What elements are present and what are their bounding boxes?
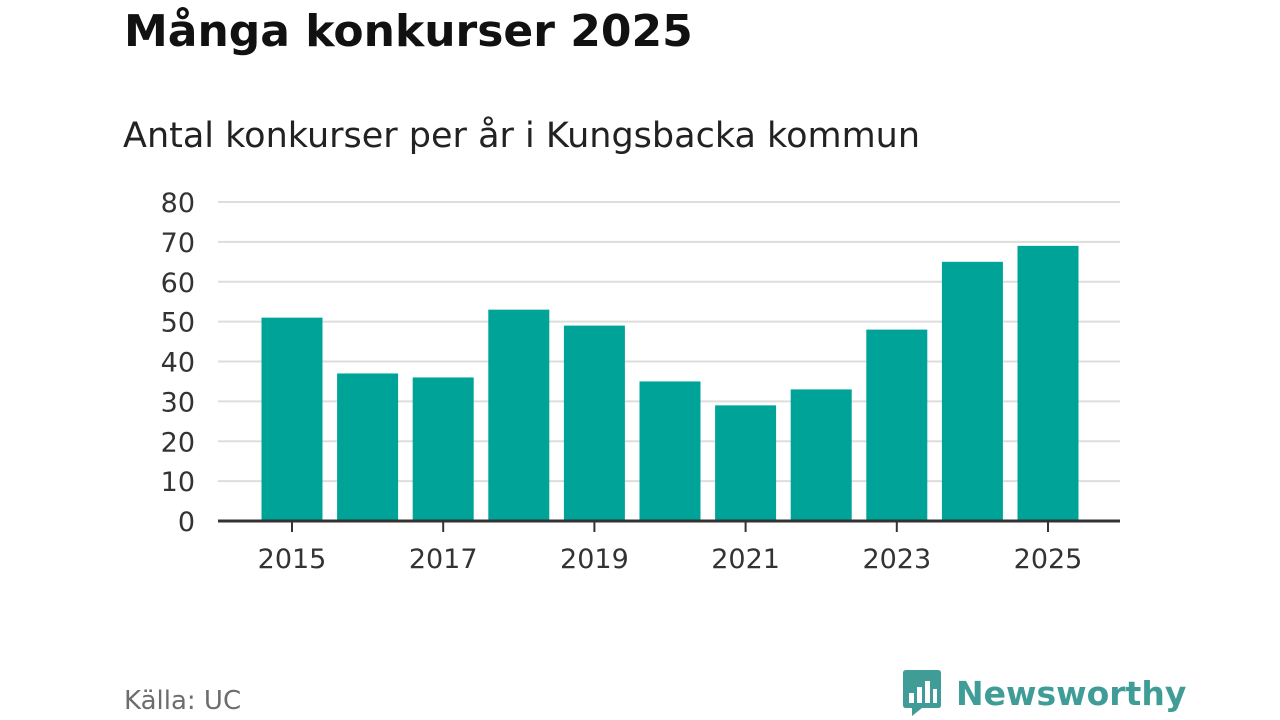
x-tick-label: 2023 bbox=[862, 544, 931, 575]
x-tick-label: 2021 bbox=[711, 544, 780, 575]
chart-subtitle: Antal konkurser per år i Kungsbacka komm… bbox=[123, 116, 921, 156]
y-tick-label: 70 bbox=[161, 228, 195, 259]
x-tick-label: 2015 bbox=[258, 544, 327, 575]
y-tick-label: 40 bbox=[161, 348, 195, 379]
axes: 0 10 20 30 40 50 60 70 80 2015 2017 2019 2021 2023 202… bbox=[161, 188, 1120, 575]
bars bbox=[261, 245, 1079, 522]
y-tick-label: 50 bbox=[161, 308, 195, 339]
bar-2015 bbox=[261, 317, 323, 521]
bar-2016 bbox=[337, 373, 399, 521]
bar-2024 bbox=[941, 261, 1003, 521]
bar-2018 bbox=[488, 309, 550, 521]
bar-2021 bbox=[715, 405, 777, 521]
x-tick-label: 2019 bbox=[560, 544, 629, 575]
x-tick-label: 2017 bbox=[409, 544, 478, 575]
y-tick-label: 20 bbox=[161, 427, 195, 458]
bar-2022 bbox=[790, 389, 852, 521]
bar-2020 bbox=[639, 381, 701, 521]
bar-2025 bbox=[1017, 245, 1079, 522]
y-tick-label: 30 bbox=[161, 387, 195, 418]
newsworthy-logo: Newsworthy bbox=[902, 668, 1186, 718]
y-tick-label: 80 bbox=[161, 188, 195, 219]
bar-chart-speech-bubble-icon bbox=[903, 670, 941, 716]
bar-2017 bbox=[412, 377, 474, 521]
bar-2019 bbox=[563, 325, 625, 521]
y-tick-label: 0 bbox=[178, 507, 195, 538]
bar-2023 bbox=[866, 329, 928, 521]
source-note: Källa: UC bbox=[124, 686, 242, 716]
chart-title: Många konkurser 2025 bbox=[124, 6, 693, 57]
y-tick-label: 60 bbox=[161, 268, 195, 299]
y-tick-label: 10 bbox=[161, 467, 195, 498]
x-tick-label: 2025 bbox=[1014, 544, 1083, 575]
logo-text: Newsworthy bbox=[956, 673, 1187, 713]
